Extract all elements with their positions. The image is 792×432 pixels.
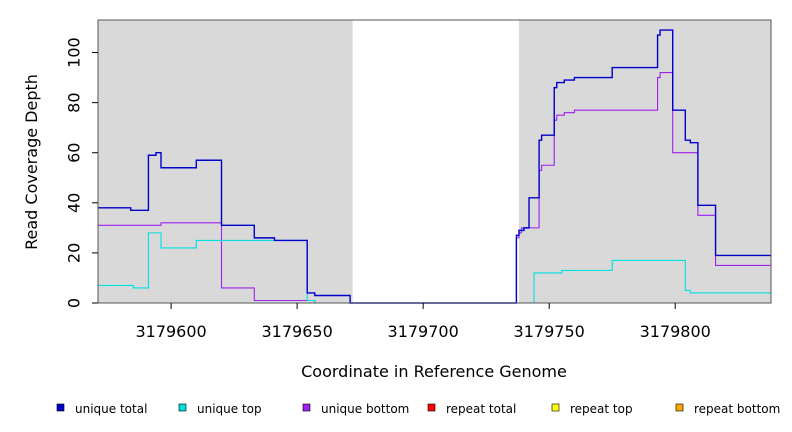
legend: unique total unique top unique bottom repea…: [56, 402, 780, 416]
y-tick-label: 80: [65, 92, 84, 112]
legend-swatch-repeat-top: [551, 403, 560, 412]
y-axis-title: Read Coverage Depth: [22, 74, 41, 250]
y-tick-label: 0: [65, 298, 84, 308]
x-axis-title: Coordinate in Reference Genome: [301, 362, 567, 381]
x-axis: 3179600 3179650 3179700 3179750 3179800: [135, 303, 711, 341]
x-tick-label: 3179650: [261, 322, 332, 341]
legend-swatch-repeat-bottom: [675, 403, 684, 412]
legend-swatch-unique-top: [178, 403, 187, 412]
legend-label-repeat-bottom: repeat bottom: [694, 402, 780, 416]
y-tick-label: 20: [65, 243, 84, 263]
plot-frame: [97, 19, 772, 304]
series-line-unique-bottom: [98, 72, 771, 304]
x-tick-label: 3179750: [514, 322, 585, 341]
legend-label-unique-top: unique top: [197, 402, 262, 416]
y-tick-label: 100: [65, 37, 84, 68]
legend-label-repeat-top: repeat top: [570, 402, 633, 416]
x-tick-label: 3179600: [135, 322, 206, 341]
x-tick-label: 3179800: [640, 322, 711, 341]
y-tick-label: 40: [65, 193, 84, 213]
legend-label-repeat-total: repeat total: [446, 402, 516, 416]
y-axis: 0 20 40 60 80 100: [65, 37, 98, 308]
y-tick-label: 60: [65, 143, 84, 163]
legend-swatch-unique-total: [56, 403, 65, 412]
x-tick-label: 3179700: [388, 322, 459, 341]
series-line-unique-total: [98, 29, 771, 304]
legend-swatch-repeat-total: [427, 403, 436, 412]
shaded-region-0: [98, 20, 353, 303]
legend-label-unique-bottom: unique bottom: [321, 402, 409, 416]
series-line-unique-top: [98, 232, 771, 304]
legend-swatch-unique-bottom: [302, 403, 311, 412]
legend-label-unique-total: unique total: [75, 402, 147, 416]
